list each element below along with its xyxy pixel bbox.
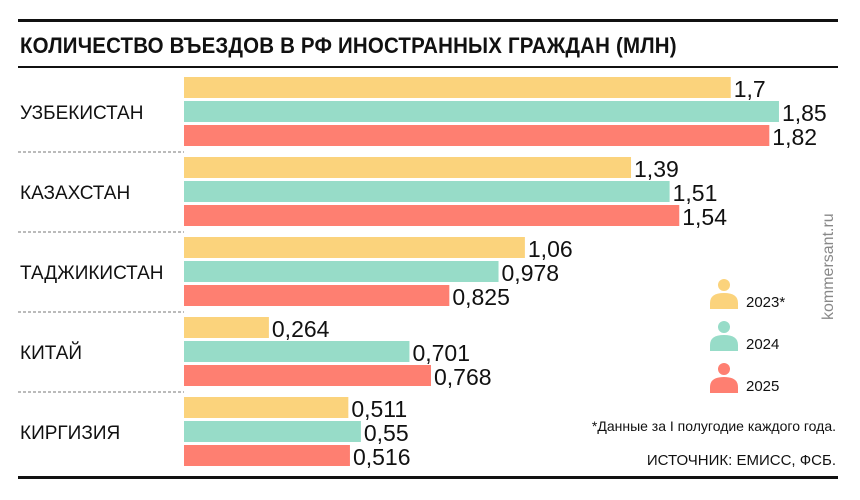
data-label: 1,39 [634,156,679,182]
data-label: 0,825 [452,284,510,310]
bottom-rule [18,476,838,479]
bar [184,157,632,178]
legend-person-icon [718,321,730,333]
legend-label: 2024 [746,336,779,353]
category-label: КИТАЙ [20,342,82,364]
bar [184,397,349,418]
legend-label: 2023* [746,294,785,311]
category-label: КАЗАХСТАН [20,183,130,204]
bar [184,445,350,466]
brand-watermark: kommersant.ru [820,213,837,320]
category-label: УЗБЕКИСТАН [20,103,143,124]
data-label: 1,54 [682,204,727,230]
data-label: 1,06 [528,236,573,262]
data-label: 0,516 [353,444,411,470]
bar [184,261,499,282]
source-text: ИСТОЧНИК: ЕМИСС, ФСБ. [646,452,836,469]
bar [184,421,361,442]
data-label: 1,7 [734,76,766,102]
data-label: 0,55 [364,420,409,446]
bar [184,237,525,258]
legend-person-icon [718,279,730,291]
data-label: 1,82 [772,124,817,150]
title-rule [18,66,838,68]
footnote: *Данные за I полугодие каждого года. [591,418,836,434]
legend-label: 2025 [746,378,779,395]
bar [184,285,450,306]
bar [184,181,670,202]
category-label: КИРГИЗИЯ [20,423,120,444]
bar [184,125,770,146]
data-label: 0,511 [351,396,407,422]
data-label: 1,51 [673,180,718,206]
bar [184,205,680,226]
data-label: 1,85 [782,100,827,126]
data-label: 0,701 [412,340,470,366]
bar [184,341,410,362]
legend-person-icon [718,363,730,375]
bar [184,317,269,338]
bar [184,77,731,98]
bar [184,101,779,122]
chart-title: КОЛИЧЕСТВО ВЪЕЗДОВ В РФ ИНОСТРАННЫХ ГРАЖ… [20,33,677,58]
data-label: 0,264 [272,316,330,342]
top-rule [18,19,838,22]
data-label: 0,768 [434,364,492,390]
legend-person-icon [710,335,738,351]
legend-person-icon [710,293,738,309]
bar [184,365,431,386]
data-label: 0,978 [502,260,560,286]
category-label: ТАДЖИКИСТАН [20,263,164,284]
legend-person-icon [710,377,738,393]
